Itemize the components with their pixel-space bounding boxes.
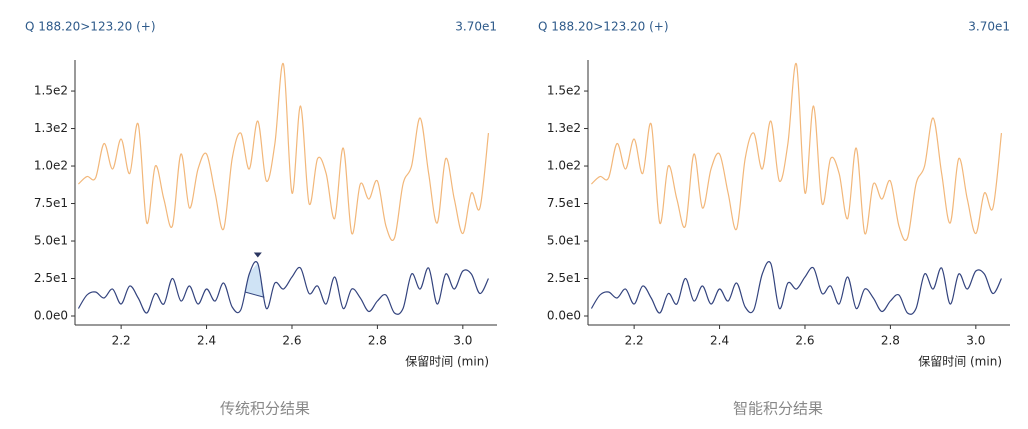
series-line (591, 63, 1003, 242)
y-tick-label: 7.5e1 (34, 196, 68, 210)
series-line (78, 63, 490, 242)
x-tick-label: 3.0 (453, 334, 472, 348)
chart-title: Q 188.20>123.20 (+) (538, 20, 669, 34)
caption: 传统积分结果 (220, 400, 310, 418)
y-tick-label: 2.5e1 (34, 271, 68, 285)
y-tick-label: 0.0e0 (34, 309, 68, 323)
x-axis-label: 保留时间 (min) (405, 355, 489, 369)
series-line (590, 261, 1002, 315)
x-tick-label: 3.0 (966, 334, 985, 348)
chart: Q 188.20>123.20 (+) 3.70e1 智能积分结果 0.0e0 2.5e… (538, 20, 1010, 418)
x-tick-label: 2.8 (881, 334, 900, 348)
plot-area (590, 63, 1003, 315)
y-tick-label: 1.3e2 (34, 121, 68, 135)
x-tick-label: 2.4 (197, 334, 216, 348)
plot-area (77, 63, 490, 315)
scale-label: 3.70e1 (968, 20, 1010, 34)
chart: Q 188.20>123.20 (+) 3.70e1 传统积分结果 0.0e0 2.5e… (25, 20, 497, 418)
x-tick-label: 2.6 (282, 334, 301, 348)
y-tick-label: 2.5e1 (547, 271, 581, 285)
chart-title: Q 188.20>123.20 (+) (25, 20, 156, 34)
x-tick-label: 2.8 (368, 334, 387, 348)
y-tick-label: 1.3e2 (547, 121, 581, 135)
x-tick-label: 2.2 (625, 334, 644, 348)
y-tick-label: 1.0e2 (34, 159, 68, 173)
y-tick-label: 7.5e1 (547, 196, 581, 210)
x-axis-label: 保留时间 (min) (918, 355, 1002, 369)
y-tick-label: 0.0e0 (547, 309, 581, 323)
y-tick-label: 1.0e2 (547, 159, 581, 173)
peak-baseline (244, 291, 265, 298)
x-tick-label: 2.6 (795, 334, 814, 348)
y-tick-label: 1.5e2 (547, 84, 581, 98)
scale-label: 3.70e1 (455, 20, 497, 34)
series-line (77, 261, 489, 315)
peak-marker (253, 252, 262, 258)
y-tick-label: 5.0e1 (34, 234, 68, 248)
y-tick-label: 1.5e2 (34, 84, 68, 98)
x-tick-label: 2.2 (112, 334, 131, 348)
y-tick-label: 5.0e1 (547, 234, 581, 248)
caption: 智能积分结果 (733, 400, 823, 418)
x-tick-label: 2.4 (710, 334, 729, 348)
